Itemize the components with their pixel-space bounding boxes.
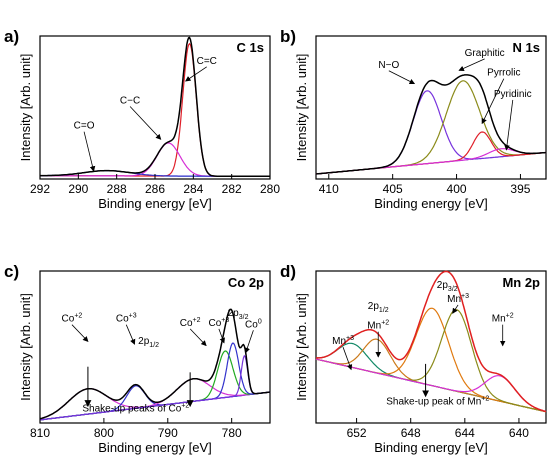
panel-label: a) (4, 27, 19, 46)
x-tick-label: 282 (222, 182, 242, 196)
panel-title: Co 2p (228, 275, 264, 290)
x-tick-label: 292 (30, 182, 50, 196)
peak-annotation: Pyrrolic (487, 68, 520, 79)
x-tick-label: 288 (107, 182, 127, 196)
peak-annotation: Co+2​ (62, 313, 83, 325)
shakeup-label: Shake-up peak of Mn+2​ (386, 396, 489, 408)
panel-label: d) (280, 262, 296, 281)
x-tick-label: 644 (455, 426, 475, 440)
x-axis-label: Binding energy [eV] (98, 196, 211, 211)
x-tick-label: 790 (158, 426, 178, 440)
panel-label: b) (280, 27, 296, 46)
x-tick-label: 400 (447, 182, 467, 196)
annotation-arrow (189, 328, 207, 347)
peak-annotation: Mn+2​ (367, 320, 389, 332)
peak-annotation: Co0​ (245, 318, 262, 330)
panel-label: c) (4, 262, 19, 281)
annotation-arrow (185, 66, 207, 82)
panel-title: Mn 2p (502, 275, 540, 290)
annotation-arrow (388, 70, 416, 85)
x-tick-label: 780 (222, 426, 242, 440)
x-tick-label: 810 (30, 426, 50, 440)
y-axis-label: Intensity [Arb. unit] (294, 293, 309, 401)
peak-annotation: 2p1/2​ (138, 336, 159, 349)
component-line (315, 131, 547, 175)
peak-annotation: Co+2​ (180, 317, 201, 329)
annotation-arrow (452, 304, 459, 314)
x-tick-label: 290 (68, 182, 88, 196)
annotation-arrow (244, 330, 254, 354)
x-tick-label: 284 (183, 182, 203, 196)
peak-annotation: Mn+2​ (492, 313, 514, 325)
envelope-line (316, 270, 547, 413)
panel-d: 652 648 644 640 Binding energy [eV] Intensity… (280, 262, 547, 455)
x-tick-label: 410 (319, 182, 339, 196)
peak-annotation: C=C (197, 56, 217, 67)
component-line (315, 90, 547, 175)
component-line (40, 42, 271, 177)
peak-annotation: 2p3/2​ (228, 308, 249, 321)
annotation-arrow (71, 324, 89, 342)
annotation-arrow (129, 106, 162, 140)
plot-frame (315, 35, 547, 180)
plot-frame (315, 270, 547, 424)
plot-frame (39, 270, 271, 424)
annotation-arrow (125, 324, 136, 345)
x-tick-label: 652 (347, 426, 367, 440)
peak-annotation: 2p3/2​ (437, 280, 458, 293)
x-tick-label: 640 (509, 426, 529, 440)
peak-annotation: Co+3​ (208, 317, 229, 329)
annotation-arrow (83, 131, 96, 172)
peak-annotation: C=O (74, 121, 95, 132)
annotation-arrow (218, 328, 225, 344)
annotation-arrow (342, 347, 353, 371)
peak-annotation: Pyridinic (494, 89, 532, 100)
component-line (39, 354, 271, 421)
y-axis-label: Intensity [Arb. unit] (18, 293, 33, 401)
x-tick-label: 800 (94, 426, 114, 440)
x-tick-label: 405 (383, 182, 403, 196)
x-axis-label: Binding energy [eV] (98, 440, 211, 455)
y-axis-label: Intensity [Arb. unit] (18, 54, 33, 162)
x-tick-label: 280 (260, 182, 280, 196)
x-tick-label: 286 (145, 182, 165, 196)
panel-title: C 1s (237, 40, 264, 55)
x-axis-label: Binding energy [eV] (374, 196, 487, 211)
x-axis-label: Binding energy [eV] (374, 440, 487, 455)
envelope-line (40, 36, 271, 178)
panel-a: 292 290 288 286 284 282 280 Binding energy [eV]… (4, 27, 280, 211)
y-axis-label: Intensity [Arb. unit] (294, 54, 309, 162)
panel-title: N 1s (513, 40, 540, 55)
shakeup-label: Shake-up peaks of Co+2​ (82, 403, 189, 415)
panel-b: 410 405 400 395 Binding energy [eV] Intensity… (280, 27, 547, 211)
panel-c: 810 800 790 780 Binding energy [eV] Intensity… (4, 262, 271, 455)
peak-annotation: Mn+3​ (332, 335, 354, 347)
peak-annotation: 2p1/2​ (368, 301, 389, 314)
annotation-arrow (504, 99, 514, 151)
annotation-arrow (481, 78, 505, 125)
peak-annotation: Co+3​ (116, 313, 137, 325)
x-tick-label: 648 (401, 426, 421, 440)
peak-annotation: N−O (378, 60, 399, 71)
peak-annotation: Graphitic (465, 48, 505, 59)
peak-annotation: C−C (120, 96, 140, 107)
annotation-arrow (458, 58, 485, 71)
envelope-line (39, 308, 271, 420)
x-tick-label: 395 (510, 182, 530, 196)
peak-annotation: Mn+3​ (447, 293, 469, 305)
